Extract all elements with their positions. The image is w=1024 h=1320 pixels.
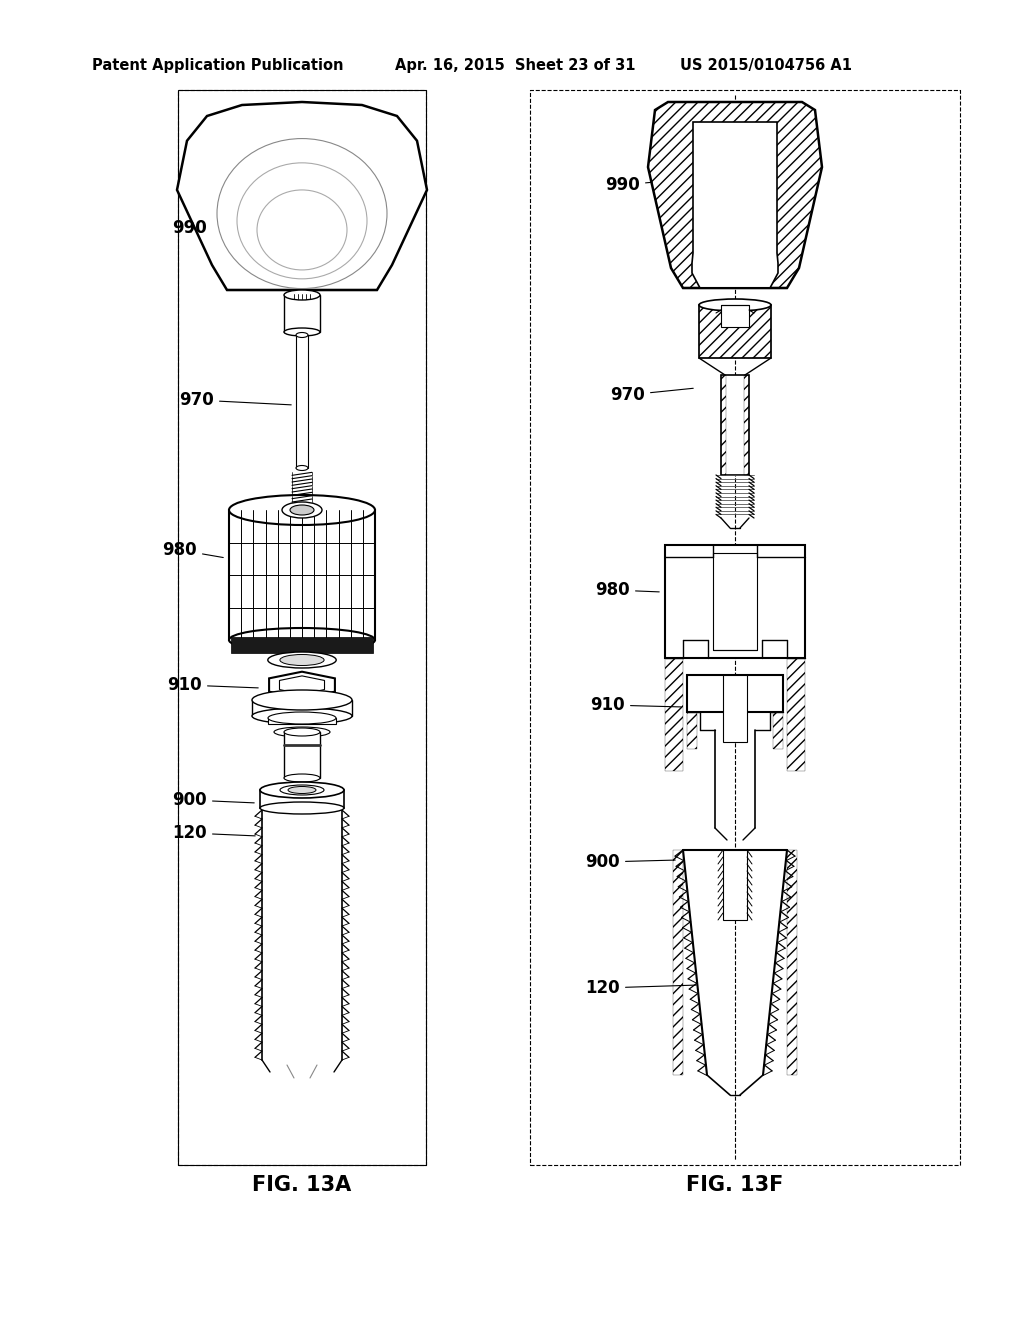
Polygon shape [648,102,822,288]
Bar [665,657,683,771]
Text: 970: 970 [610,385,693,404]
Text: 120: 120 [586,979,696,997]
Ellipse shape [296,466,308,470]
Bar [178,90,426,1166]
Text: 120: 120 [172,824,255,842]
Bar [665,545,805,657]
Text: 990: 990 [172,219,207,238]
Text: 900: 900 [172,791,254,809]
Bar [178,90,426,1166]
Ellipse shape [290,506,314,515]
Text: FIG. 13F: FIG. 13F [686,1175,783,1195]
Ellipse shape [268,711,336,723]
Text: 970: 970 [179,391,291,409]
Polygon shape [692,121,778,288]
Bar [673,850,683,1074]
Bar [229,510,375,640]
Bar [787,657,805,771]
Bar [723,675,746,742]
Ellipse shape [284,290,319,300]
Text: 910: 910 [591,696,681,714]
Bar [699,305,771,358]
Bar [787,850,797,1074]
Ellipse shape [282,502,322,517]
Text: US 2015/0104756 A1: US 2015/0104756 A1 [680,58,852,73]
Bar [744,375,749,475]
Ellipse shape [252,690,352,710]
Bar [721,375,726,475]
Ellipse shape [284,729,319,737]
Ellipse shape [280,785,324,795]
Bar [296,335,308,469]
Bar [530,90,961,1166]
Bar [723,850,746,920]
Ellipse shape [252,708,352,723]
Polygon shape [269,672,335,698]
Bar [773,711,783,748]
Ellipse shape [699,300,771,312]
Ellipse shape [229,495,375,525]
Text: 990: 990 [605,176,652,194]
Bar [252,700,352,715]
Ellipse shape [268,652,336,668]
Bar [721,305,749,327]
Bar [268,718,336,723]
Ellipse shape [229,628,375,652]
Text: 980: 980 [595,581,659,599]
Bar [260,789,344,808]
Ellipse shape [284,774,319,781]
Text: FIG. 13A: FIG. 13A [252,1175,351,1195]
Bar [721,375,749,475]
Ellipse shape [296,333,308,338]
Ellipse shape [260,781,344,799]
Text: 910: 910 [167,676,258,694]
Bar [699,305,771,358]
Ellipse shape [274,727,330,737]
Bar [284,733,319,777]
Ellipse shape [288,787,316,793]
Bar [231,638,373,653]
Bar [713,553,757,649]
Ellipse shape [260,803,344,814]
Bar [687,675,783,711]
Text: Apr. 16, 2015  Sheet 23 of 31: Apr. 16, 2015 Sheet 23 of 31 [395,58,636,73]
Bar [687,711,697,748]
Text: Patent Application Publication: Patent Application Publication [92,58,343,73]
Ellipse shape [280,655,325,665]
Text: 900: 900 [586,853,675,871]
Bar [284,294,319,333]
Ellipse shape [284,327,319,337]
Polygon shape [177,102,427,290]
Text: 980: 980 [163,541,223,558]
